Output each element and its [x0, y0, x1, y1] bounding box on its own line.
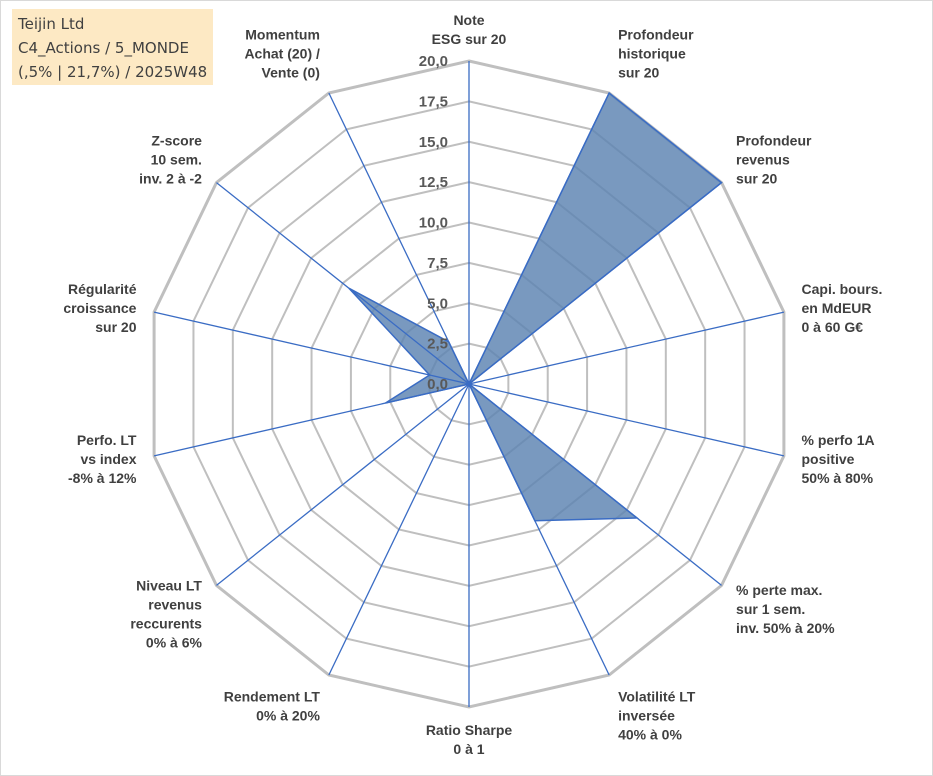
- axis-label-group: Capi. bours. en MdEUR 0 à 60 G€: [802, 281, 883, 335]
- tick-label: 15,0: [419, 134, 448, 151]
- axis-label: reccurents: [130, 615, 202, 631]
- axis-label: sur 1 sem.: [736, 601, 805, 617]
- axis-label-group: % perte max. sur 1 sem. inv. 50% à 20%: [736, 582, 835, 636]
- spoke-line: [153, 383, 470, 457]
- axis-label: Profondeur: [736, 133, 812, 149]
- axis-label: 0 à 60 G€: [802, 319, 864, 335]
- axis-label-group: Z-score 10 sem. inv. 2 à -2: [139, 133, 202, 187]
- axis-label: Niveau LT: [136, 577, 202, 593]
- axis-labels: Note ESG sur 20 Profondeur historique sur 20…: [63, 12, 882, 757]
- axis-label: inversée: [618, 707, 675, 723]
- axis-label: revenus: [736, 152, 790, 168]
- axis-label: positive: [802, 451, 855, 467]
- axis-label-group: Niveau LT revenus reccurents 0% à 6%: [130, 577, 202, 650]
- axis-label: Volatilité LT: [618, 688, 696, 704]
- tick-label: 10,0: [419, 215, 448, 232]
- axis-label: inv. 2 à -2: [139, 171, 202, 187]
- axis-label: ESG sur 20: [432, 31, 507, 47]
- axis-label-group: Perfo. LT vs index -8% à 12%: [68, 432, 137, 486]
- axis-label: historique: [618, 46, 686, 62]
- axis-label: 0% à 6%: [146, 634, 203, 650]
- axis-label-group: Profondeur revenus sur 20: [736, 133, 812, 187]
- axis-label: Profondeur: [618, 27, 694, 43]
- axis-label: Perfo. LT: [77, 432, 137, 448]
- spoke-line: [468, 311, 785, 385]
- axis-label: -8% à 12%: [68, 470, 137, 486]
- axis-label-group: Profondeur historique sur 20: [618, 27, 694, 81]
- tick-label: 5,0: [427, 295, 448, 312]
- axis-label: 40% à 0%: [618, 726, 682, 742]
- spoke-line: [328, 92, 470, 385]
- axis-label: en MdEUR: [802, 300, 872, 316]
- axis-label: Ratio Sharpe: [426, 722, 513, 738]
- spoke-line: [216, 182, 470, 385]
- axis-label-group: % perfo 1A positive 50% à 80%: [802, 432, 875, 486]
- tick-label: 12,5: [419, 174, 448, 191]
- spoke-line: [216, 383, 470, 586]
- period-label: (,5% | 21,7%) / 2025W48: [18, 63, 208, 81]
- company-name: Teijin Ltd: [18, 15, 85, 33]
- axis-label: Capi. bours.: [802, 281, 883, 297]
- spoke-line: [468, 383, 785, 457]
- spoke-line: [468, 383, 722, 586]
- tick-label: 2,5: [427, 336, 448, 353]
- axis-label: sur 20: [618, 65, 659, 81]
- axis-label: % perte max.: [736, 582, 822, 598]
- axis-label: croissance: [63, 300, 136, 316]
- axis-label: revenus: [148, 596, 202, 612]
- tick-label: 17,5: [419, 93, 448, 110]
- axis-label: Vente (0): [262, 65, 320, 81]
- axis-label: sur 20: [95, 319, 136, 335]
- axis-label: Note: [453, 12, 484, 28]
- axis-label-group: Volatilité LT inversée 40% à 0%: [618, 688, 696, 742]
- axis-label: Achat (20) /: [244, 46, 320, 62]
- axis-label: Régularité: [68, 281, 137, 297]
- axis-label: 0 à 1: [453, 741, 484, 757]
- portfolio-label: C4_Actions / 5_MONDE: [18, 39, 189, 57]
- axis-label: 50% à 80%: [802, 470, 874, 486]
- spoke-line: [468, 92, 610, 385]
- spoke-line: [153, 311, 470, 385]
- axis-label: 10 sem.: [151, 152, 202, 168]
- axis-label-group: Régularité croissance sur 20: [63, 281, 136, 335]
- tick-label: 0,0: [427, 376, 448, 393]
- spoke-line: [468, 383, 610, 676]
- radial-tick-labels: 0,0 2,5 5,0 7,5 10,0 12,5 15,0 17,5 20,0: [419, 53, 448, 393]
- axis-label: % perfo 1A: [802, 432, 875, 448]
- axis-label: inv. 50% à 20%: [736, 620, 835, 636]
- axis-label: Z-score: [151, 133, 202, 149]
- axis-label-group: Rendement LT 0% à 20%: [224, 688, 321, 723]
- axis-label: sur 20: [736, 171, 777, 187]
- tick-label: 20,0: [419, 53, 448, 70]
- axis-label: Rendement LT: [224, 688, 321, 704]
- info-box: Teijin Ltd C4_Actions / 5_MONDE (,5% | 2…: [12, 9, 213, 85]
- axis-label: Momentum: [245, 27, 320, 43]
- axis-label-group: Momentum Achat (20) / Vente (0): [244, 27, 320, 81]
- axis-label: 0% à 20%: [256, 707, 320, 723]
- spoke-line: [468, 182, 722, 385]
- tick-label: 7,5: [427, 255, 448, 272]
- axis-label-group: Note ESG sur 20: [432, 12, 507, 47]
- axis-label: vs index: [80, 451, 136, 467]
- spoke-line: [328, 383, 470, 676]
- axis-label-group: Ratio Sharpe 0 à 1: [426, 722, 513, 757]
